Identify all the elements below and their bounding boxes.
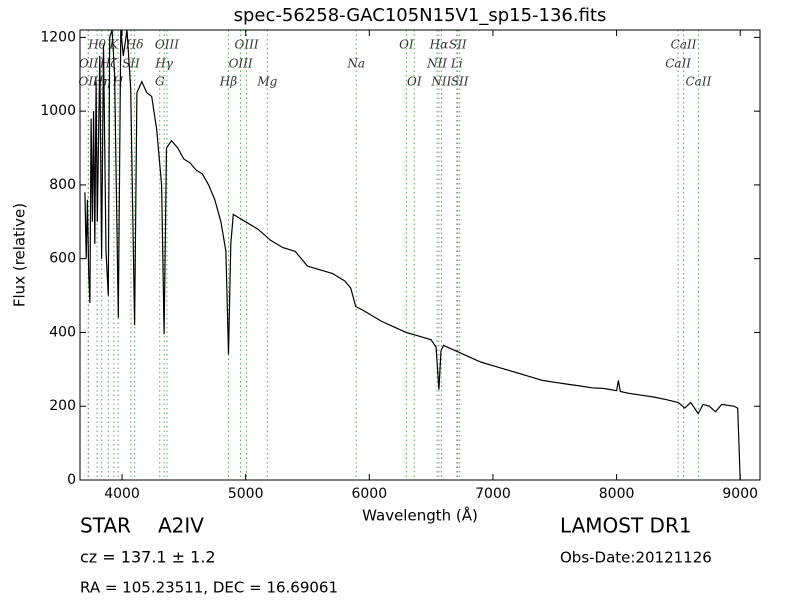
- feature-label: Li: [450, 57, 463, 71]
- feature-label: CaII: [665, 57, 691, 71]
- y-tick-label: 200: [49, 398, 76, 414]
- feature-label: Hζ: [99, 57, 118, 71]
- x-tick-label: 9000: [722, 486, 758, 502]
- feature-label: SII: [449, 38, 467, 52]
- feature-label: SII: [122, 57, 140, 71]
- y-axis-label: Flux (relative): [11, 203, 29, 307]
- survey: LAMOST DR1: [560, 514, 692, 538]
- feature-label: OI: [399, 38, 414, 52]
- y-tick-label: 1200: [40, 29, 76, 45]
- x-tick-label: 8000: [599, 486, 635, 502]
- y-tick-label: 1000: [40, 103, 76, 119]
- subclass: A2IV: [158, 514, 204, 538]
- feature-label: Mg: [256, 75, 277, 89]
- obs-date: Obs-Date:20121126: [560, 549, 712, 567]
- feature-label: CaII: [671, 38, 697, 52]
- y-tick-label: 800: [49, 177, 76, 193]
- spectrum-line: [84, 30, 741, 480]
- feature-label: Na: [346, 57, 365, 71]
- y-tick-label: 600: [49, 251, 76, 267]
- x-tick-label: 7000: [475, 486, 511, 502]
- feature-label: G: [155, 75, 165, 89]
- feature-label: K: [108, 38, 119, 52]
- redshift: cz = 137.1 ± 1.2: [80, 548, 216, 567]
- feature-label: Hγ: [154, 57, 173, 71]
- chart-title: spec-56258-GAC105N15V1_sp15-136.fits: [234, 5, 607, 26]
- feature-label: OIII: [229, 57, 253, 71]
- x-axis-label: Wavelength (Å): [362, 506, 478, 525]
- feature-label: Hα: [429, 38, 449, 52]
- feature-label: Hβ: [219, 75, 237, 89]
- x-tick-label: 6000: [351, 486, 387, 502]
- feature-label: Hη: [92, 75, 111, 89]
- feature-label: OII: [79, 57, 99, 71]
- feature-label: OIII: [235, 38, 259, 52]
- feature-label: SII: [451, 75, 469, 89]
- y-tick-label: 400: [49, 324, 76, 340]
- object-class: STAR: [80, 514, 131, 538]
- feature-label: NII: [430, 75, 451, 89]
- x-tick-label: 4000: [104, 486, 140, 502]
- feature-label: OII: [78, 75, 98, 89]
- y-tick-label: 0: [67, 472, 76, 488]
- x-tick-label: 5000: [228, 486, 264, 502]
- feature-label: OIII: [155, 38, 179, 52]
- coordinates: RA = 105.23511, DEC = 16.69061: [80, 579, 338, 597]
- feature-label: Hδ: [125, 38, 144, 52]
- plot-frame: [79, 29, 761, 481]
- feature-label: H: [112, 75, 124, 89]
- feature-label: OI: [407, 75, 422, 89]
- feature-label: CaII: [686, 75, 712, 89]
- feature-label: NII: [426, 57, 447, 71]
